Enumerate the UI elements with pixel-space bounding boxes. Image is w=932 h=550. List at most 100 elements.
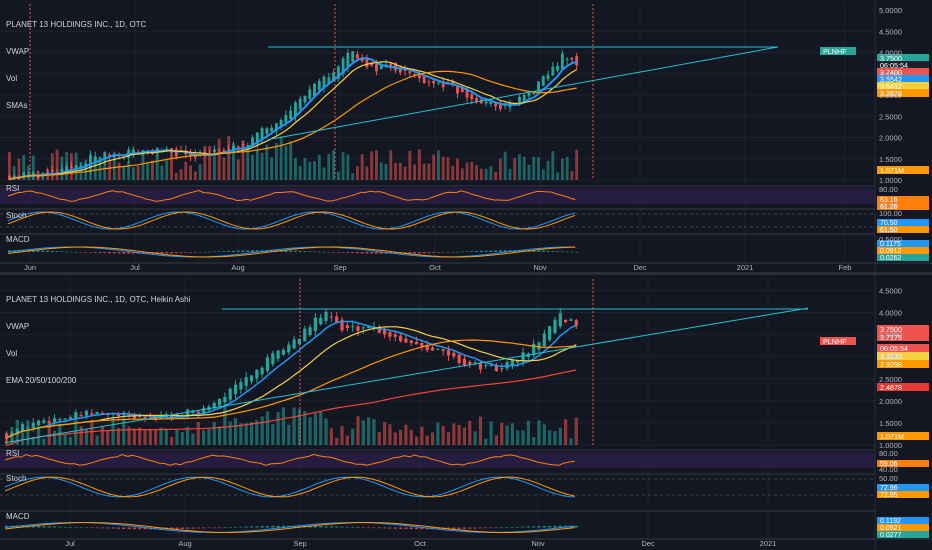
candle-body: [217, 398, 222, 406]
macd-histogram-bar: [500, 527, 504, 529]
chart2-macd-label[interactable]: MACD: [6, 512, 30, 521]
candle-body: [313, 83, 316, 96]
volume-bar: [365, 166, 369, 180]
macd-histogram-bar: [170, 252, 173, 254]
time-axis-label: Sep: [333, 263, 346, 272]
macd-histogram-bar: [556, 251, 560, 252]
chart1-sma-legend[interactable]: SMAs: [6, 101, 28, 110]
macd-histogram-bar: [427, 252, 431, 253]
macd-histogram-bar: [281, 525, 286, 528]
macd-histogram-bar: [521, 526, 525, 528]
volume-bar: [255, 420, 259, 445]
volume-bar: [394, 163, 397, 180]
macd-histogram-bar: [217, 251, 221, 252]
macd-histogram-bar: [160, 252, 164, 254]
chart1-group: [0, 2, 932, 264]
candle-body: [260, 128, 264, 139]
candle-body: [281, 349, 286, 355]
candle-body: [42, 420, 46, 423]
chart2-vwap-legend[interactable]: VWAP: [6, 322, 30, 331]
macd-histogram-bar: [393, 527, 397, 529]
stoch-axis-tick: 100.00: [879, 209, 902, 218]
candle-body: [413, 74, 417, 76]
macd-histogram-bar: [404, 527, 408, 530]
candle-body: [558, 313, 562, 327]
candle-body: [98, 157, 102, 160]
chart1-rsi-label[interactable]: RSI: [6, 184, 20, 193]
macd-histogram-bar: [79, 252, 83, 253]
volume-bar: [367, 417, 371, 445]
candle-body: [398, 68, 402, 73]
macd-histogram-bar: [36, 250, 40, 252]
chart1-symbol-title[interactable]: PLANET 13 HOLDINGS INC., 1D, OTC: [6, 20, 147, 29]
candle-body: [103, 152, 107, 161]
macd-histogram-bar: [489, 250, 493, 252]
volume-bar: [84, 159, 88, 180]
chart1-macd-label[interactable]: MACD: [6, 235, 30, 244]
stoch-axis-tick: 50.00: [879, 474, 898, 483]
chart1-vol-legend[interactable]: Vol: [6, 74, 18, 83]
chart1-stoch-label[interactable]: Stoch: [6, 211, 27, 220]
volume-bar: [265, 144, 269, 180]
volume-bar: [127, 426, 131, 445]
macd-histogram-bar: [122, 252, 126, 254]
volume-bar: [165, 160, 169, 180]
macd-value-label: 0.0921: [880, 525, 902, 532]
time-axis-label: Nov: [531, 539, 545, 548]
price-tag: [877, 432, 929, 440]
macd-histogram-bar: [560, 251, 564, 252]
volume-bar: [251, 154, 254, 180]
candle-body: [322, 76, 326, 88]
volume-bar: [212, 154, 216, 180]
price-tag: [877, 54, 929, 62]
macd-histogram-bar: [398, 527, 403, 529]
chart2-symbol-title[interactable]: PLANET 13 HOLDINGS INC., 1D, OTC, Heikin…: [6, 295, 191, 304]
macd-histogram-bar: [408, 252, 412, 254]
chart2-rsi-label[interactable]: RSI: [6, 449, 20, 458]
chart2-ema-legend[interactable]: EMA 20/50/100/200: [6, 376, 77, 385]
volume-bar: [548, 430, 552, 445]
volume-bar: [276, 412, 280, 445]
candle-body: [548, 326, 552, 340]
volume-bar: [574, 417, 578, 445]
macd-histogram-bar: [117, 252, 121, 254]
macd-histogram-bar: [108, 252, 111, 254]
volume-bar: [271, 424, 275, 445]
volume-bar: [279, 136, 283, 180]
candle-body: [270, 127, 274, 131]
time-axis-label: Jul: [130, 263, 140, 272]
volume-bar: [52, 430, 57, 445]
chart2-stoch-label[interactable]: Stoch: [6, 474, 27, 483]
chart2-vol-legend[interactable]: Vol: [6, 349, 18, 358]
price-tag: [877, 75, 929, 83]
time-axis-label: 2021: [737, 263, 754, 272]
rsi-value-tag: [877, 460, 929, 467]
rsi-value-label: 59.06: [880, 461, 898, 468]
macd-histogram-bar: [437, 252, 440, 253]
price-tag-label: 1.071M: [880, 166, 904, 175]
volume-bar: [164, 429, 168, 445]
macd-histogram-bar: [336, 252, 340, 253]
macd-value-label: 0.0277: [880, 532, 902, 539]
macd-histogram-bar: [367, 527, 371, 529]
stoch-value-label: 72.96: [880, 485, 898, 492]
candle-body: [430, 347, 435, 351]
volume-bar: [179, 169, 183, 180]
price-axis-tick: 1.5000: [879, 419, 902, 428]
candle-body: [375, 64, 378, 72]
macd-histogram-bar: [74, 527, 78, 528]
candle-body: [79, 415, 83, 417]
chart1-vwap-legend[interactable]: VWAP: [6, 47, 30, 56]
volume-bar: [148, 428, 152, 445]
price-tag: [877, 68, 929, 76]
volume-bar: [498, 158, 502, 180]
macd-histogram-bar: [289, 250, 293, 252]
volume-bar: [505, 425, 509, 445]
macd-histogram-bar: [198, 252, 202, 253]
candle-body: [212, 402, 216, 409]
macd-histogram-bar: [526, 526, 530, 528]
volume-bar: [327, 153, 331, 180]
volume-bar: [8, 151, 11, 180]
time-axis-label: Jul: [65, 539, 75, 548]
